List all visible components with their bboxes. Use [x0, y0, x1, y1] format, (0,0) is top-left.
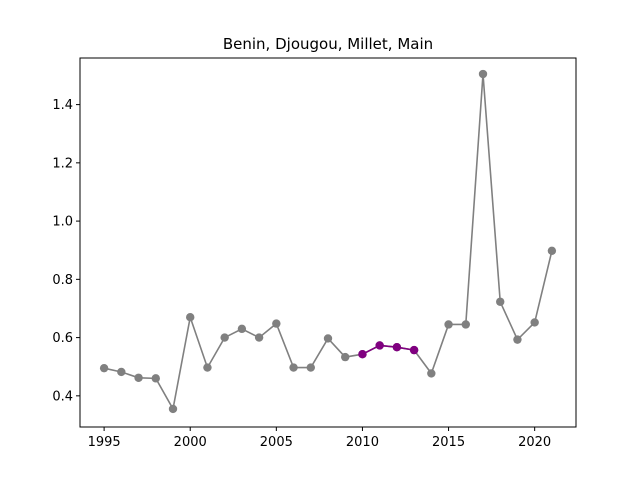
y-tick-label: 0.4 [52, 389, 73, 404]
data-point-0-2020 [530, 318, 539, 327]
data-point-0-2006 [289, 363, 298, 372]
data-point-0-2016 [461, 320, 470, 329]
data-point-0-2017 [478, 69, 488, 79]
x-axis: 1995 2000 2005 2010 2015 2020 [88, 427, 551, 450]
y-tick-label: 1.4 [52, 98, 73, 113]
data-point-0-2004 [254, 333, 264, 342]
data-point-0-2008 [323, 334, 333, 343]
data-point-0-2018 [496, 297, 505, 306]
data-point-0-1999 [168, 404, 178, 414]
x-tick-label: 2015 [432, 435, 465, 450]
data-point-1-2010 [358, 349, 367, 359]
data-point-1-2011 [375, 341, 384, 350]
data-point-1-2012 [392, 343, 402, 352]
y-tick-label: 0.6 [52, 331, 73, 346]
plot-frame [79, 57, 577, 428]
data-point-0-2003 [237, 324, 247, 334]
y-tick-label: 0.8 [52, 273, 73, 288]
data-point-1-2013 [409, 345, 419, 355]
data-point-0-1998 [151, 374, 160, 383]
y-axis: 0.4 0.6 0.8 1.0 1.2 1.4 [52, 98, 80, 404]
data-point-0-2005 [272, 319, 281, 328]
data-point-0-2002 [220, 333, 229, 342]
x-tick-label: 2010 [346, 435, 379, 450]
y-tick-label: 1.2 [52, 156, 73, 171]
data-point-0-2015 [444, 320, 453, 329]
data-point-0-2014 [427, 369, 436, 378]
x-tick-label: 1995 [88, 435, 121, 450]
data-point-0-2009 [341, 352, 350, 362]
data-point-0-2001 [203, 363, 212, 372]
data-point-0-1997 [134, 373, 143, 382]
series-line-1 [362, 344, 415, 355]
x-tick-label: 2000 [174, 435, 207, 450]
data-point-0-2007 [306, 363, 315, 372]
x-tick-label: 2020 [518, 435, 551, 450]
x-tick-label: 2005 [260, 435, 293, 450]
y-tick-label: 1.0 [52, 215, 73, 230]
data-point-0-2021 [547, 246, 557, 255]
data-point-0-1996 [117, 367, 126, 377]
data-point-0-2019 [513, 335, 522, 344]
data-point-0-1995 [99, 363, 109, 373]
chart-title: Benin, Djougou, Millet, Main [223, 35, 433, 53]
data-point-0-2000 [186, 313, 195, 322]
series-line-0 [103, 73, 553, 412]
